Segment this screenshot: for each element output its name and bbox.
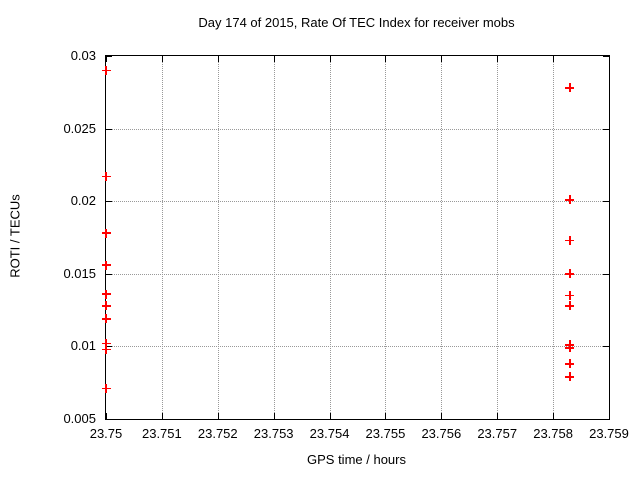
x-tick-label: 23.757 xyxy=(477,426,518,441)
x-tick-mark xyxy=(273,413,275,419)
y-tick-mark xyxy=(106,201,112,203)
y-tick-label: 0.025 xyxy=(63,120,96,136)
chart-title: Day 174 of 2015, Rate Of TEC Index for r… xyxy=(198,15,515,30)
x-gridline xyxy=(441,56,443,419)
y-tick-mark xyxy=(106,56,112,57)
data-point-plus xyxy=(101,289,111,299)
data-point-plus xyxy=(565,291,575,301)
x-tick-mark-top xyxy=(497,56,499,62)
data-point-plus xyxy=(101,338,111,348)
y-tick-mark xyxy=(106,128,112,130)
y-axis-label: ROTI / TECUs xyxy=(7,194,23,278)
x-gridline xyxy=(497,56,499,419)
x-tick-mark xyxy=(329,413,331,419)
x-tick-mark xyxy=(441,413,443,419)
x-tick-label: 23.756 xyxy=(421,426,462,441)
y-tick-label: 0.005 xyxy=(63,411,96,426)
data-point-plus xyxy=(101,260,111,270)
x-gridline xyxy=(553,56,555,419)
y-tick-mark xyxy=(106,273,112,275)
x-tick-mark-top xyxy=(385,56,387,62)
y-tick-mark-right xyxy=(603,419,609,420)
x-tick-mark-top xyxy=(329,56,331,62)
y-gridline xyxy=(106,346,609,348)
y-tick-mark xyxy=(106,419,112,420)
data-point-plus xyxy=(565,343,575,353)
data-point-plus xyxy=(101,301,111,311)
data-point-plus xyxy=(101,384,111,393)
data-point-plus xyxy=(565,83,575,93)
data-point-plus xyxy=(565,269,575,279)
y-tick-mark-right xyxy=(603,56,609,57)
data-point-plus xyxy=(101,172,111,182)
y-tick-mark-right xyxy=(603,128,609,130)
y-gridline xyxy=(106,128,609,130)
y-tick-label: 0.03 xyxy=(70,48,96,63)
x-gridline xyxy=(273,56,275,419)
data-point-plus xyxy=(565,195,575,205)
data-point-plus xyxy=(565,359,575,369)
x-tick-mark-top xyxy=(106,56,107,62)
plot-area: 23.75 23.751 23.752 23.753 23.754 23.755 23.75… xyxy=(63,48,628,441)
data-point-plus xyxy=(101,228,111,238)
x-tick-mark-top xyxy=(161,56,163,62)
data-point-plus xyxy=(101,66,111,76)
y-tick-label: 0.02 xyxy=(70,193,96,209)
data-point-plus xyxy=(101,344,111,354)
data-point-plus xyxy=(565,372,575,382)
x-tick-mark xyxy=(609,413,610,419)
x-tick-mark xyxy=(497,413,499,419)
x-tick-label: 23.758 xyxy=(533,426,573,441)
x-gridline xyxy=(161,56,163,419)
x-axis-label: GPS time / hours xyxy=(307,452,406,467)
x-gridline xyxy=(385,56,387,419)
x-tick-mark xyxy=(217,413,219,419)
y-tick-mark-right xyxy=(603,346,609,348)
x-tick-mark-top xyxy=(441,56,443,62)
x-tick-label: 23.751 xyxy=(141,426,182,441)
y-gridline xyxy=(106,273,609,275)
x-tick-mark-top xyxy=(609,56,610,62)
x-tick-label: 23.754 xyxy=(309,426,350,441)
x-tick-label: 23.759 xyxy=(589,426,629,441)
x-tick-mark-top xyxy=(553,56,555,62)
y-tick-mark-right xyxy=(603,273,609,275)
y-tick-mark xyxy=(106,346,112,348)
y-tick-label: 0.01 xyxy=(70,338,96,354)
x-tick-label: 23.753 xyxy=(253,426,294,441)
x-tick-mark-top xyxy=(217,56,219,62)
data-point-plus xyxy=(101,314,111,324)
x-tick-mark-top xyxy=(273,56,275,62)
y-gridline xyxy=(106,201,609,203)
x-tick-label: 23.752 xyxy=(197,426,238,441)
data-point-plus xyxy=(565,301,575,311)
x-tick-mark xyxy=(106,413,107,419)
y-tick-label: 0.015 xyxy=(63,265,96,281)
x-tick-mark xyxy=(553,413,555,419)
y-tick-mark-right xyxy=(603,201,609,203)
data-point-plus xyxy=(565,235,575,245)
x-tick-label: 23.755 xyxy=(365,426,406,441)
x-tick-mark xyxy=(161,413,163,419)
x-gridline xyxy=(329,56,331,419)
x-tick-mark xyxy=(385,413,387,419)
x-gridline xyxy=(217,56,219,419)
x-tick-label: 23.75 xyxy=(89,426,123,441)
